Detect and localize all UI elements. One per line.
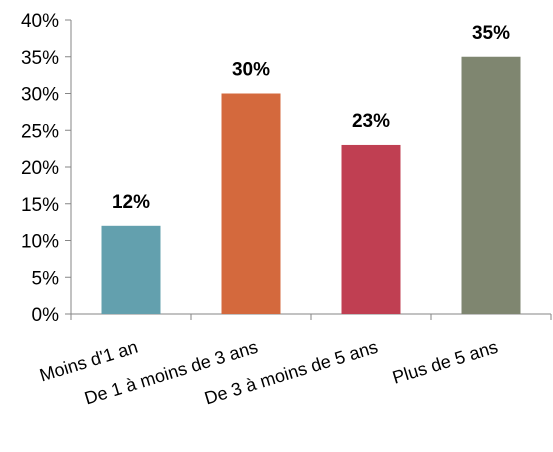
- data-label: 30%: [232, 60, 270, 81]
- category-label: Plus de 5 ans: [390, 337, 500, 388]
- bar: [101, 225, 161, 314]
- bar: [341, 144, 401, 314]
- y-tick-label: 5%: [32, 268, 60, 289]
- y-tick-label: 15%: [21, 195, 59, 216]
- bar: [221, 93, 281, 314]
- y-tick-label: 40%: [21, 11, 59, 32]
- y-axis: 0% 5% 10% 15% 20% 25% 30% 35% 40%: [21, 11, 72, 326]
- y-tick-label: 10%: [21, 232, 59, 253]
- y-tick-label: 35%: [21, 48, 59, 69]
- y-tick-label: 20%: [21, 158, 59, 179]
- x-axis: [70, 313, 552, 320]
- y-tick-label: 0%: [32, 305, 60, 326]
- bars: [101, 56, 521, 314]
- data-labels: 12% 30% 23% 35%: [112, 23, 510, 213]
- y-tick-label: 30%: [21, 85, 59, 106]
- data-label: 12%: [112, 192, 150, 213]
- y-tick-label: 25%: [21, 121, 59, 142]
- data-label: 35%: [472, 23, 510, 44]
- data-label: 23%: [352, 111, 390, 132]
- bar: [461, 56, 521, 314]
